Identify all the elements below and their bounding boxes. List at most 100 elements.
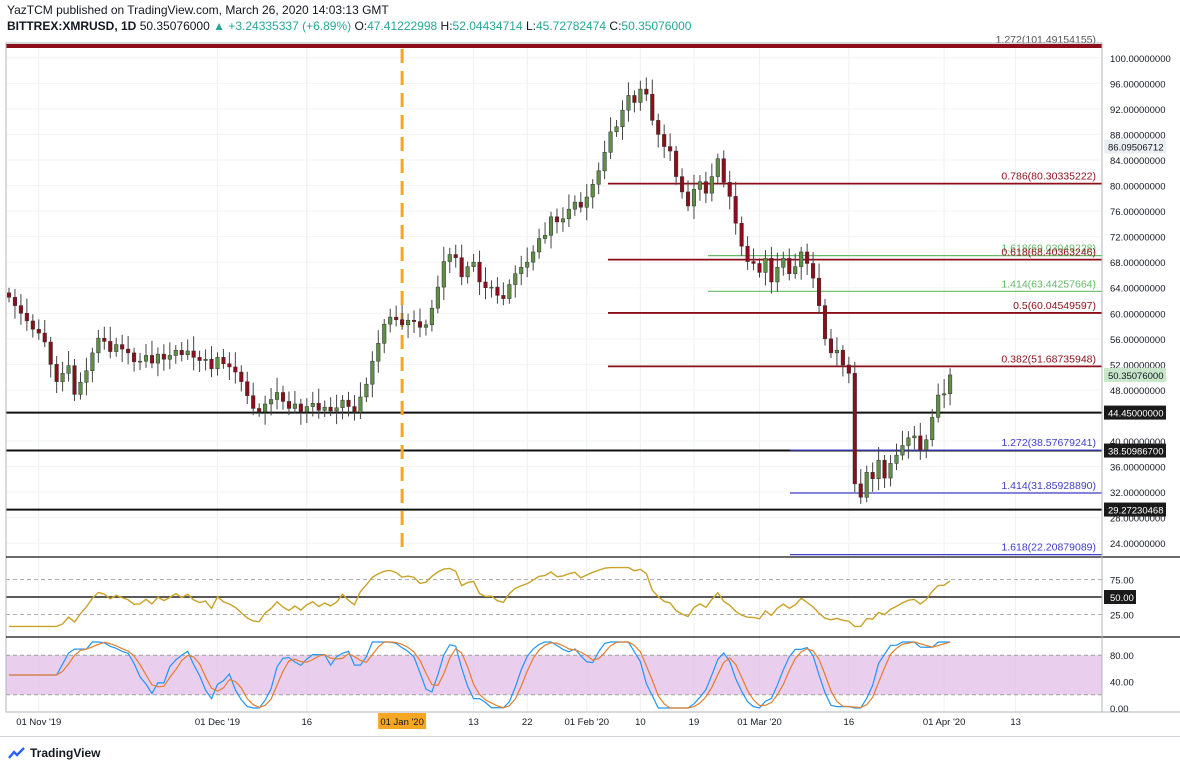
fib-level-line [6,44,1102,48]
fib-level-label: 1.272(101.49154155) [996,34,1096,46]
fib-level-label: 0.786(80.30335222) [1001,171,1096,183]
candle-body [251,395,256,409]
candle-body [352,406,357,413]
candle-body [715,158,720,177]
candle-body [876,459,881,479]
candles [6,77,953,504]
price-tick-label: 40.00000000 [1110,437,1165,448]
candle-body [292,403,297,409]
candle-body [644,88,649,95]
candle-body [24,313,29,322]
candle-body [233,366,238,373]
candle-body [942,393,947,396]
candle-body [566,208,571,219]
candle-body [406,320,411,326]
candle-body [495,286,500,296]
candle-body [900,445,905,456]
candle-body [650,93,655,121]
candle-body [376,343,381,362]
time-tick-label: 01 Nov '19 [16,717,61,728]
candle-body [149,355,154,364]
stoch-tick-label: 0.00 [1110,704,1129,715]
candle-body [340,399,345,409]
candle-body [751,261,756,264]
candle-body [143,355,149,362]
candle-body [936,394,941,418]
time-tick-label: 01 Dec '19 [195,717,240,728]
candle-body [274,392,280,400]
stoch-tick-label: 40.00 [1110,678,1134,689]
candle-body [257,408,262,412]
candle-body [185,350,190,356]
candle-body [126,348,131,354]
candle-body [6,292,12,298]
candle-body [656,120,661,135]
candle-body [578,201,583,208]
price-axis[interactable]: 100.00000000 96.00000000 92.00000000 88.000… [1104,54,1171,715]
candle-body [191,350,196,358]
price-tag [1104,367,1166,382]
rsi-tick-label: 75.00 [1110,576,1134,587]
candle-body [286,401,291,409]
time-marker-tag [378,713,427,729]
candle-body [906,437,911,446]
candle-body [429,307,434,326]
candle-body [882,459,887,479]
candle-body [167,355,172,360]
candle-body [227,363,232,368]
stoch-band-fill [6,655,1102,695]
candle-body [394,316,399,320]
candle-body [161,353,166,360]
fib-level-label: 0.5(60.04549597) [1013,300,1096,312]
price-tick-label: 56.00000000 [1110,335,1165,346]
candle-body [799,251,804,267]
candle-body [120,344,125,350]
up-arrow-icon: ▲ [213,19,225,33]
fib-levels: 1.272(101.49154155) 0.786(80.30335222) 1.6… [6,34,1102,556]
candle-body [924,439,929,451]
time-axis[interactable]: 01 Nov '19 01 Dec '19 16 01 Jan '20 13 22 01 F… [16,713,1021,729]
candle-body [465,266,470,278]
candle-body [858,483,863,498]
candle-body [948,374,953,395]
candle-body [781,258,786,268]
candle-body [477,261,482,283]
candle-body [423,324,428,328]
time-tick-label: 01 Feb '20 [564,717,609,728]
candle-body [197,357,202,361]
candle-body [638,88,643,103]
candle-body [870,472,875,479]
candle-body [447,254,452,262]
candle-body [304,406,309,412]
symbol-name[interactable]: BITTREX:XMRUSD, 1D [7,19,137,33]
price-tag [1104,139,1166,154]
candle-body [179,350,184,356]
candle-body [787,258,792,274]
candle-body [584,196,589,208]
candle-body [18,305,23,314]
candle-body [930,417,935,440]
candle-body [36,328,41,334]
time-tick-label: 16 [302,717,313,728]
price-tick-label: 48.00000000 [1110,386,1165,397]
price-tick-label: 68.00000000 [1110,258,1165,269]
time-tick-label: 01 Jan '20 [380,717,424,728]
price-tick-label: 28.00000000 [1110,514,1165,525]
candle-body [691,189,697,207]
stoch-k-line [9,641,951,709]
low-value: 45.72782474 [535,19,607,33]
candle-body [894,454,899,464]
candle-body [358,396,363,413]
candle-body [828,338,834,354]
price-tick-label: 96.00000000 [1110,79,1165,90]
candle-body [173,350,178,356]
tradingview-brand[interactable]: TradingView [8,744,100,762]
candle-body [453,254,458,258]
price-chart[interactable]: 1.272(101.49154155) 0.786(80.30335222) 1.6… [0,0,1180,740]
candle-body [400,319,405,326]
open-label: O: [354,19,368,33]
candle-body [721,158,726,183]
chart-frame [5,42,1103,713]
candle-body [864,472,869,498]
price-tick-label: 92.00000000 [1110,105,1165,116]
